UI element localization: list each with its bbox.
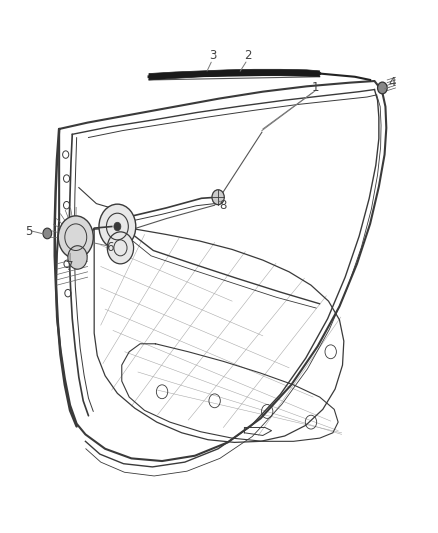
Text: 4: 4 xyxy=(388,76,396,89)
Circle shape xyxy=(107,232,134,264)
Text: 1: 1 xyxy=(311,82,319,94)
Circle shape xyxy=(43,228,52,239)
Circle shape xyxy=(58,216,93,259)
Circle shape xyxy=(68,246,87,269)
Text: 2: 2 xyxy=(244,50,251,62)
Text: 8: 8 xyxy=(220,199,227,212)
Text: 3: 3 xyxy=(209,50,216,62)
Circle shape xyxy=(378,82,387,94)
Text: 6: 6 xyxy=(106,241,113,254)
Circle shape xyxy=(99,204,136,249)
Polygon shape xyxy=(149,69,320,80)
Circle shape xyxy=(212,190,224,205)
Text: 7: 7 xyxy=(66,260,74,273)
Text: 5: 5 xyxy=(25,225,32,238)
Circle shape xyxy=(114,222,121,231)
